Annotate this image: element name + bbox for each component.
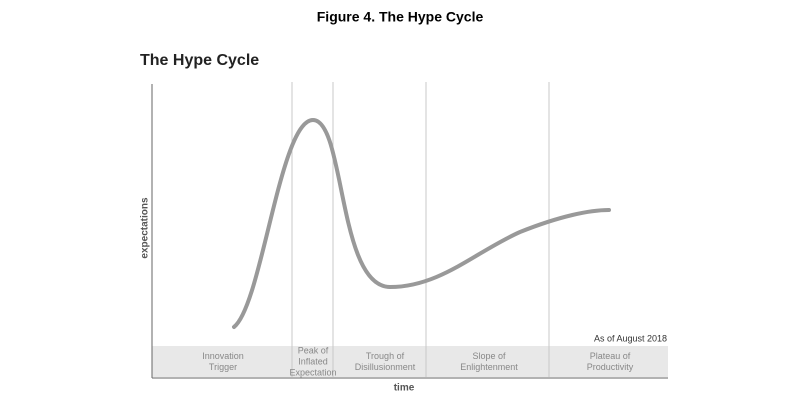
phase-label: Productivity <box>587 362 634 372</box>
x-axis-label: time <box>394 383 415 394</box>
y-axis-label: expectations <box>140 197 151 259</box>
phase-label: Plateau of <box>590 351 631 361</box>
phase-dividers <box>291 82 550 377</box>
phase-label: Trough of <box>366 351 405 361</box>
phase-label: Trigger <box>209 362 237 372</box>
phase-label: Slope of <box>472 351 506 361</box>
phase-label: Peak of <box>298 345 329 355</box>
phase-label: Innovation <box>202 351 244 361</box>
phase-label: Enlightenment <box>460 362 518 372</box>
diagram-title: The Hype Cycle <box>140 52 259 69</box>
phase-label: Expectation <box>289 367 336 377</box>
hype-curve <box>232 117 611 329</box>
phase-band <box>152 346 668 377</box>
note: As of August 2018 <box>594 333 667 343</box>
phase-label: Disillusionment <box>355 362 416 372</box>
phase-label: Inflated <box>298 356 328 366</box>
figure-title: Figure 4. The Hype Cycle <box>317 9 484 25</box>
